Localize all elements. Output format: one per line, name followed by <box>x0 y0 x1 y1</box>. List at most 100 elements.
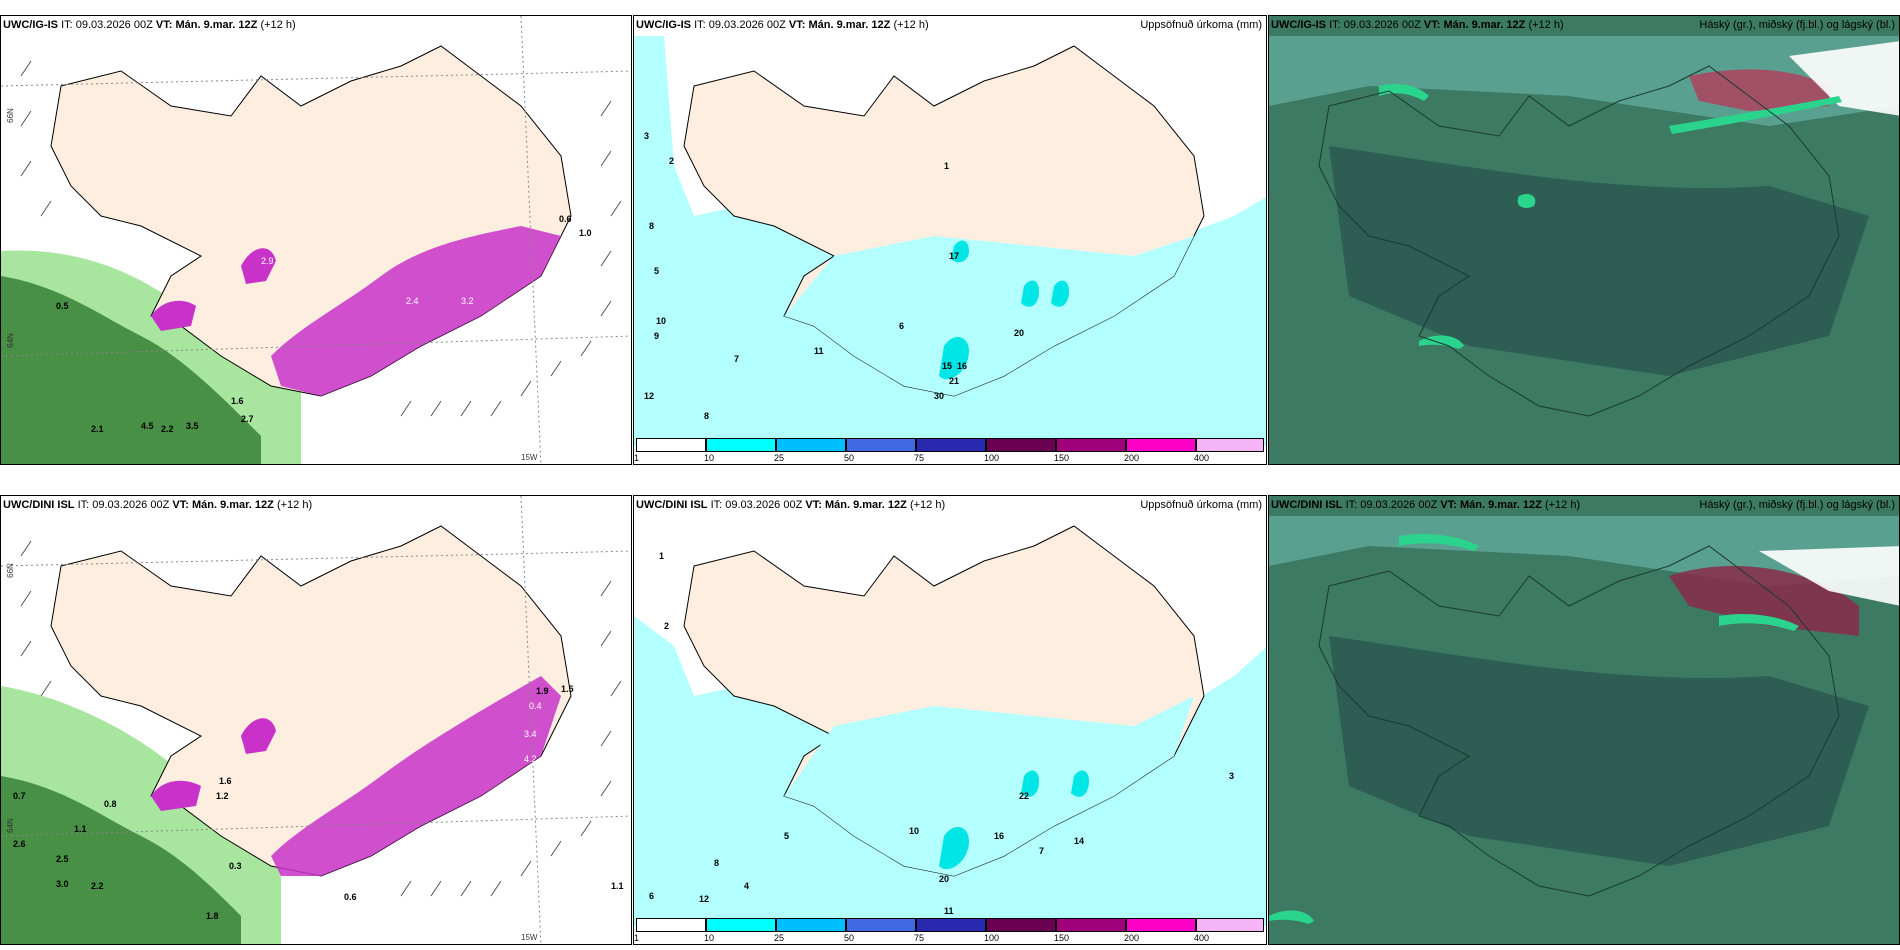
cbar-seg <box>916 438 986 452</box>
cbar-seg <box>846 438 916 452</box>
precip-value: 4 <box>744 881 750 891</box>
wind-value: 2.2 <box>161 424 174 434</box>
cbar-tick: 10 <box>704 933 715 943</box>
wind-value: 0.8 <box>104 799 117 809</box>
lat-line-64 <box>1 815 631 837</box>
wind-value: 1.1 <box>611 881 624 891</box>
cbar-seg <box>776 438 846 452</box>
wind-value: 3.4 <box>524 729 537 739</box>
cbar-seg <box>706 918 776 932</box>
lat-label-66: 66N <box>5 563 15 578</box>
wind-value: 1.6 <box>219 776 232 786</box>
map-panel-wind-top: UWC/IG-IS IT: 09.03.2026 00Z VT: Mán. 9.… <box>0 15 632 465</box>
precip-value: 1 <box>659 551 665 561</box>
cloud-title: Háský (gr.), miðský (fj.bl.) og lágský (… <box>1699 499 1895 511</box>
cloud-map-top <box>1269 16 1899 464</box>
wind-value: 2.4 <box>406 296 419 306</box>
wind-value: 0.5 <box>56 301 69 311</box>
cbar-tick: 400 <box>1194 933 1210 943</box>
panel-header: UWC/DINI ISL IT: 09.03.2026 00Z VT: Mán.… <box>636 499 946 511</box>
precip-value: 9 <box>654 331 660 341</box>
precip-value: 11 <box>814 346 824 356</box>
wind-value: 2.9 <box>261 256 274 266</box>
wind-value: 4.2 <box>524 754 537 764</box>
precip-title: Uppsöfnuð úrkoma (mm) <box>1140 499 1262 511</box>
cloud-red-area <box>1669 566 1859 636</box>
map-panel-wind-bottom: UWC/DINI ISL IT: 09.03.2026 00Z VT: Mán.… <box>0 495 632 945</box>
cbar-seg <box>1126 438 1196 452</box>
precip-colorbar: 1 10 25 50 75 100 150 200 400 <box>634 916 1266 944</box>
panel-header: UWC/DINI ISL IT: 09.03.2026 00Z VT: Mán.… <box>3 499 313 511</box>
cbar-tick: 1 <box>634 453 640 463</box>
cbar-tick: 25 <box>774 453 785 463</box>
cloud-map-bottom <box>1269 496 1899 944</box>
wind-value: 1.5 <box>561 684 574 694</box>
cbar-seg <box>1056 918 1126 932</box>
panel-header: UWC/IG-IS IT: 09.03.2026 00Z VT: Mán. 9.… <box>1271 19 1564 31</box>
cbar-tick: 100 <box>984 453 1000 463</box>
wind-value: 0.7 <box>13 791 26 801</box>
lat-label-66: 66N <box>5 108 15 123</box>
map-panel-cloud-top: UWC/IG-IS IT: 09.03.2026 00Z VT: Mán. 9.… <box>1268 15 1900 465</box>
wind-value: 1.6 <box>231 396 244 406</box>
cbar-tick: 200 <box>1124 933 1140 943</box>
wind-value: 0.6 <box>559 214 572 224</box>
wind-value: 1.8 <box>206 911 219 921</box>
precip-mid-spots <box>939 770 1089 870</box>
precip-value: 7 <box>734 354 740 364</box>
precip-title: Uppsöfnuð úrkoma (mm) <box>1140 19 1262 31</box>
lat-line-64 <box>1 335 631 357</box>
cbar-tick: 75 <box>914 933 925 943</box>
precip-value: 20 <box>1014 328 1025 338</box>
precip-value: 16 <box>994 831 1005 841</box>
cloud-dark-area <box>1329 636 1869 866</box>
wind-value: 2.1 <box>91 424 104 434</box>
precip-value: 12 <box>699 894 710 904</box>
green-precip-dark <box>1 276 261 464</box>
precip-value: 5 <box>654 266 660 276</box>
precip-light-overlay <box>784 236 1194 396</box>
lat-label-64: 64N <box>5 818 15 833</box>
cloud-title: Háský (gr.), miðský (fj.bl.) og lágský (… <box>1699 19 1895 31</box>
cbar-seg <box>986 438 1056 452</box>
lat-line-66 <box>1 550 631 567</box>
cbar-seg <box>916 918 986 932</box>
wind-value: 3.0 <box>56 879 69 889</box>
wind-value: 0.3 <box>229 861 242 871</box>
cbar-seg <box>636 918 706 932</box>
cbar-tick: 75 <box>914 453 925 463</box>
precip-value: 8 <box>649 221 655 231</box>
precip-value: 14 <box>1074 836 1085 846</box>
wind-value: 1.9 <box>536 686 549 696</box>
cbar-seg <box>986 918 1056 932</box>
precip-value: 8 <box>704 411 710 421</box>
cbar-tick: 10 <box>704 453 715 463</box>
cloud-red-area <box>1689 69 1829 111</box>
map-panel-precip-top: UWC/IG-IS IT: 09.03.2026 00Z VT: Mán. 9.… <box>633 15 1267 465</box>
cbar-seg <box>1196 918 1264 932</box>
island-outline <box>1318 545 1840 897</box>
wind-map-bottom <box>1 496 631 944</box>
precip-value: 11 <box>944 906 954 916</box>
wind-value: 3.2 <box>461 296 474 306</box>
cbar-tick: 150 <box>1054 933 1070 943</box>
green-precip-dark <box>1 776 241 944</box>
map-panel-cloud-bottom: UWC/DINI ISL IT: 09.03.2026 00Z VT: Mán.… <box>1268 495 1900 945</box>
precip-value: 16 <box>957 361 968 371</box>
wind-barbs <box>20 540 622 897</box>
precip-mid-spots <box>939 240 1069 380</box>
precip-value: 20 <box>939 874 950 884</box>
cbar-seg <box>1126 918 1196 932</box>
purple-precip-west <box>151 300 196 331</box>
precip-map-top <box>634 16 1266 464</box>
cbar-seg <box>776 918 846 932</box>
wind-value: 3.5 <box>186 421 199 431</box>
wind-value: 2.2 <box>91 881 104 891</box>
cloud-white-area <box>1789 41 1899 116</box>
cbar-seg <box>706 438 776 452</box>
precip-value: 22 <box>1019 791 1030 801</box>
panel-header: UWC/IG-IS IT: 09.03.2026 00Z VT: Mán. 9.… <box>636 19 929 31</box>
island-outline <box>1318 65 1840 417</box>
cbar-seg <box>1056 438 1126 452</box>
lon-label-15: 15W <box>521 453 538 462</box>
